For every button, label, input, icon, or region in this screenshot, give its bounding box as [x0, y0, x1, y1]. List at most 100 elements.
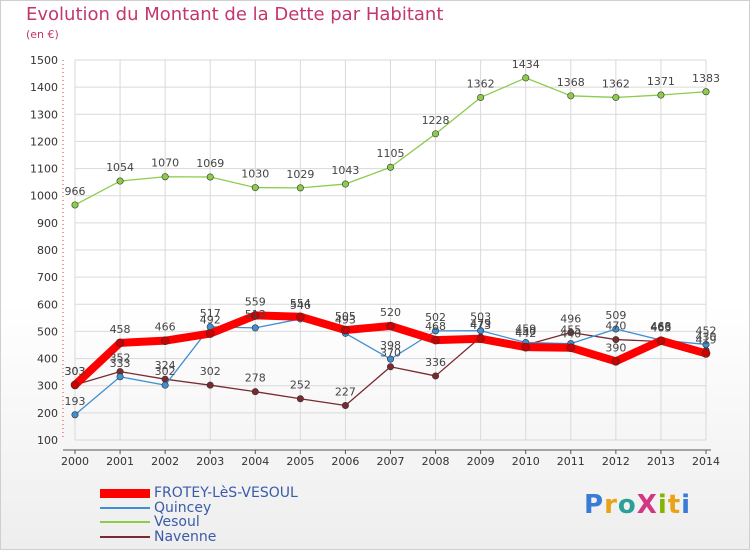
data-label: 459 [515, 323, 536, 336]
y-tick-label: 400 [37, 353, 58, 366]
data-label: 966 [65, 185, 86, 198]
logo-letter: t [667, 490, 682, 520]
data-point [612, 336, 620, 344]
data-labels: 966 1054 1070 1069 1030 1029 1043 1105 1228 1362 1… [65, 58, 721, 408]
data-label: 419 [696, 333, 717, 346]
data-label: 466 [650, 321, 671, 334]
data-label: 559 [245, 295, 266, 308]
data-label: 336 [425, 356, 446, 369]
y-tick-label: 1000 [30, 190, 58, 203]
data-label: 302 [155, 365, 176, 378]
data-label: 252 [290, 379, 311, 392]
x-tick-label: 2000 [61, 455, 89, 468]
legend-label: Vesoul [154, 514, 200, 530]
data-label: 468 [425, 320, 446, 333]
data-label: 1383 [692, 72, 720, 85]
data-label: 1030 [241, 168, 269, 181]
logo-letter: X [636, 490, 658, 520]
data-point [296, 395, 304, 403]
legend-label: Navenne [154, 528, 217, 545]
legend-label: FROTEY-LèS-VESOUL [154, 485, 298, 501]
legend-item: Navenne [100, 528, 400, 545]
data-point [432, 130, 440, 138]
data-label: 303 [65, 365, 86, 378]
data-label: 455 [560, 324, 581, 337]
data-point [702, 340, 710, 348]
data-label: 463 [650, 321, 671, 334]
data-label: 466 [155, 321, 176, 334]
data-point [251, 388, 259, 396]
x-tick-label: 2012 [602, 455, 630, 468]
data-label: 333 [110, 357, 131, 370]
data-label: 517 [200, 307, 221, 320]
data-label: 1070 [151, 157, 179, 170]
y-tick-label: 1500 [30, 54, 58, 67]
x-tick-label: 2003 [196, 455, 224, 468]
data-label: 227 [335, 386, 356, 399]
data-point [71, 201, 79, 209]
x-tick-label: 2010 [512, 455, 540, 468]
data-label: 513 [245, 308, 266, 321]
data-point [701, 349, 711, 358]
data-label: 546 [290, 299, 311, 312]
legend-item: Vesoul [100, 514, 400, 530]
data-point [341, 180, 349, 188]
data-point [567, 329, 575, 337]
data-point [161, 173, 169, 181]
x-tick-label: 2005 [286, 455, 314, 468]
logo-letter: P [584, 490, 605, 520]
legend-item: FROTEY-LèS-VESOUL [100, 485, 400, 501]
x-tick-label: 2009 [467, 455, 495, 468]
y-tick-label: 1300 [30, 108, 58, 121]
data-point [386, 355, 394, 363]
legend-swatch [100, 489, 150, 498]
data-point [521, 342, 531, 352]
data-point [566, 343, 576, 353]
legend-swatch [100, 535, 150, 538]
x-tick-label: 2008 [422, 455, 450, 468]
x-tick-label: 2006 [331, 455, 359, 468]
proxiti-logo: ProXiti [584, 490, 691, 520]
y-tick-label: 200 [37, 407, 58, 420]
data-label: 440 [560, 328, 581, 341]
data-label: 278 [245, 372, 266, 385]
data-point [116, 373, 124, 381]
data-label: 503 [470, 311, 491, 324]
logo-letter: i [657, 490, 668, 520]
data-point [432, 372, 440, 380]
data-label: 520 [380, 306, 401, 319]
data-label: 452 [696, 324, 717, 337]
data-point [611, 356, 621, 366]
x-tick-label: 2011 [557, 455, 585, 468]
data-point [522, 74, 530, 82]
data-label: 470 [605, 320, 626, 333]
data-label: 1054 [106, 161, 134, 174]
x-tick-label: 2004 [241, 455, 269, 468]
data-point [702, 88, 710, 96]
data-label: 1371 [647, 75, 675, 88]
data-label: 1029 [286, 168, 314, 181]
data-label: 473 [470, 319, 491, 332]
data-label: 303 [65, 365, 86, 378]
y-tick-label: 300 [37, 380, 58, 393]
logo-letter: r [604, 490, 618, 520]
data-label: 1362 [467, 77, 495, 90]
y-tick-label: 1200 [30, 135, 58, 148]
y-tick-label: 700 [37, 271, 58, 284]
data-point [115, 338, 125, 348]
data-point [206, 173, 214, 181]
data-point [612, 93, 620, 101]
data-point [657, 91, 665, 99]
y-tick-label: 100 [37, 434, 58, 447]
data-point [476, 334, 485, 344]
data-point [386, 363, 394, 371]
data-label: 1228 [422, 114, 450, 127]
data-point [205, 329, 215, 338]
y-tick-label: 1100 [30, 163, 58, 176]
data-label: 1043 [331, 164, 359, 177]
data-label: 505 [335, 310, 356, 323]
data-point [386, 321, 395, 331]
logo-letter: o [617, 490, 637, 520]
